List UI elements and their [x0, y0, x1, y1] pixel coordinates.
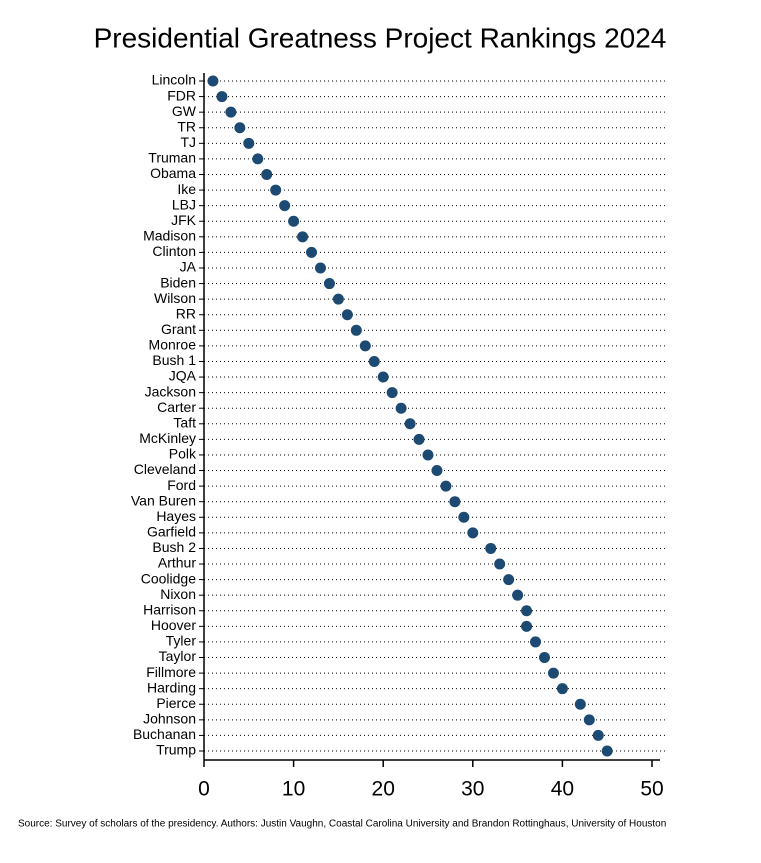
dot	[556, 683, 568, 695]
dot	[377, 371, 389, 383]
dot	[270, 184, 282, 196]
dot	[521, 605, 533, 617]
dot	[225, 106, 237, 118]
dot	[332, 293, 344, 305]
y-tick-label: Polk	[169, 446, 197, 462]
y-tick-label: Harding	[147, 679, 196, 695]
y-tick-label: Buchanan	[133, 726, 196, 742]
dot	[314, 262, 326, 274]
dot	[386, 387, 398, 399]
y-tick-label: Garfield	[147, 524, 196, 540]
dot	[538, 652, 550, 664]
dot	[252, 153, 264, 165]
dot	[341, 309, 353, 321]
dot	[216, 91, 228, 103]
y-tick-label: Taylor	[159, 648, 197, 664]
y-tick-label: JA	[180, 259, 197, 275]
y-tick-label: Ford	[167, 477, 196, 493]
dot	[574, 698, 586, 710]
y-tick-label: Carter	[157, 399, 196, 415]
dot	[494, 558, 506, 570]
dot	[601, 745, 613, 757]
y-tick-label: Taft	[173, 414, 196, 430]
y-tick-label: Obama	[150, 165, 196, 181]
y-tick-label: Van Buren	[131, 492, 196, 508]
y-tick-label: TJ	[180, 134, 196, 150]
y-tick-label: Trump	[156, 742, 196, 758]
y-tick-label: Monroe	[149, 337, 197, 353]
dot	[583, 714, 595, 726]
y-tick-label: Clinton	[152, 243, 196, 259]
y-tick-label: Tyler	[166, 633, 197, 649]
x-tick-label: 50	[640, 778, 663, 801]
dot	[404, 418, 416, 430]
y-tick-label: Grant	[161, 321, 196, 337]
y-tick-label: Truman	[148, 150, 196, 166]
dot	[458, 511, 470, 523]
dot	[297, 231, 309, 243]
dot	[422, 449, 434, 461]
y-tick-label: Johnson	[143, 711, 196, 727]
dot	[467, 527, 479, 539]
y-tick-label: Biden	[160, 274, 196, 290]
y-tick-label: Bush 2	[152, 539, 196, 555]
chart-title: Presidential Greatness Project Rankings …	[94, 22, 667, 53]
dot	[485, 542, 497, 554]
y-tick-label: Coolidge	[141, 570, 196, 586]
dot	[395, 402, 407, 414]
y-tick-label: Jackson	[145, 383, 196, 399]
y-tick-label: Pierce	[156, 695, 196, 711]
x-tick-label: 40	[551, 778, 574, 801]
dot	[512, 589, 524, 601]
dot	[592, 729, 604, 741]
dot	[306, 246, 318, 258]
dot	[547, 667, 559, 679]
dot	[503, 574, 515, 586]
y-tick-label: Hayes	[156, 508, 196, 524]
y-tick-label: Madison	[143, 228, 196, 244]
dot	[279, 200, 291, 212]
y-tick-label: Hoover	[151, 617, 196, 633]
y-tick-label: FDR	[167, 87, 196, 103]
dot	[288, 215, 300, 227]
source-note: Source: Survey of scholars of the presid…	[18, 819, 666, 830]
dot	[243, 137, 255, 149]
dot	[431, 465, 443, 477]
y-tick-label: Arthur	[158, 555, 196, 571]
dot	[323, 278, 335, 290]
y-tick-label: JQA	[169, 368, 197, 384]
dot	[413, 433, 425, 445]
x-tick-label: 0	[198, 778, 210, 801]
dot	[234, 122, 246, 134]
y-tick-label: GW	[172, 103, 197, 119]
y-tick-label: LBJ	[172, 196, 196, 212]
y-tick-label: Lincoln	[152, 72, 196, 88]
y-tick-label: Wilson	[154, 290, 196, 306]
dot	[449, 496, 461, 508]
y-tick-label: Cleveland	[134, 461, 196, 477]
dot	[350, 324, 362, 336]
dot	[521, 620, 533, 632]
y-tick-label: Ike	[177, 181, 196, 197]
dot	[359, 340, 371, 352]
x-tick-label: 10	[282, 778, 305, 801]
dot	[261, 168, 273, 180]
dot	[530, 636, 542, 648]
y-tick-label: Bush 1	[152, 352, 196, 368]
y-tick-label: RR	[176, 305, 196, 321]
x-tick-label: 30	[461, 778, 484, 801]
x-tick-label: 20	[372, 778, 395, 801]
y-tick-label: Harrison	[143, 601, 196, 617]
y-tick-label: JFK	[171, 212, 197, 228]
dot	[368, 355, 380, 367]
dot	[440, 480, 452, 492]
dot	[207, 75, 219, 87]
y-tick-label: TR	[177, 118, 196, 134]
y-tick-label: Nixon	[160, 586, 196, 602]
y-tick-label: Fillmore	[146, 664, 196, 680]
y-tick-label: McKinley	[139, 430, 196, 446]
